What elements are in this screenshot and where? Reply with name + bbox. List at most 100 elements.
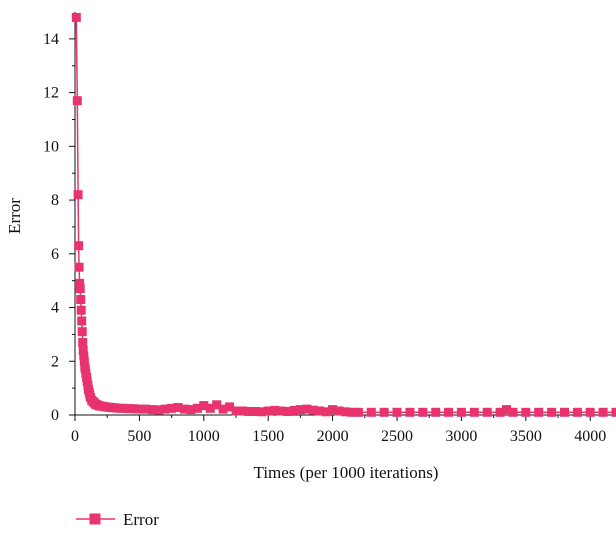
data-point: [547, 407, 557, 417]
data-point: [534, 407, 544, 417]
data-point: [263, 406, 273, 416]
data-point: [231, 406, 241, 416]
data-point: [341, 407, 350, 417]
x-tick-label: 500: [127, 428, 151, 445]
x-tick-label: 0: [71, 428, 79, 445]
x-tick-label: 3000: [445, 428, 477, 445]
data-point: [71, 12, 81, 22]
data-point: [199, 401, 209, 411]
x-tick-label: 4000: [574, 428, 606, 445]
data-point: [218, 404, 228, 414]
data-point: [79, 356, 89, 366]
series-line-0: [75, 17, 616, 414]
data-point: [482, 407, 492, 417]
y-tick-label: 14: [43, 31, 59, 48]
data-point: [379, 407, 389, 417]
data-point: [276, 406, 286, 416]
data-point: [270, 405, 280, 415]
data-point: [418, 407, 428, 417]
series-layer: [71, 12, 616, 417]
data-point: [283, 407, 292, 416]
data-point: [585, 407, 595, 417]
legend-marker: [89, 513, 101, 525]
data-point: [77, 316, 87, 326]
data-point: [124, 404, 134, 414]
data-point: [129, 404, 139, 414]
data-point: [508, 407, 518, 417]
data-point: [205, 403, 215, 413]
data-point: [469, 407, 479, 417]
data-point: [456, 407, 466, 417]
data-point: [160, 404, 170, 414]
y-tick-label: 6: [51, 246, 59, 263]
data-point: [76, 305, 86, 315]
data-point: [119, 403, 129, 413]
data-point: [560, 407, 569, 417]
data-point: [75, 278, 85, 288]
data-point: [289, 405, 299, 415]
data-point: [302, 404, 312, 414]
data-point: [74, 241, 84, 251]
data-point: [308, 405, 318, 415]
data-point: [444, 407, 453, 417]
y-tick-label: 2: [51, 353, 59, 370]
data-point: [295, 405, 305, 415]
data-point: [212, 400, 222, 410]
y-tick-label: 10: [43, 138, 59, 155]
data-point: [173, 403, 183, 412]
data-point: [495, 407, 505, 417]
data-point: [366, 407, 376, 417]
x-tick-label: 3500: [510, 428, 542, 445]
data-point: [347, 407, 357, 417]
data-point: [598, 407, 608, 417]
data-point: [328, 405, 338, 415]
data-point: [353, 407, 363, 417]
y-tick-label: 0: [51, 407, 59, 424]
data-point: [76, 295, 86, 304]
y-tick-label: 4: [51, 300, 59, 317]
data-point: [134, 404, 144, 414]
data-point: [78, 346, 88, 355]
y-axis-title: Error: [5, 198, 24, 234]
data-point: [611, 407, 616, 417]
data-point: [192, 403, 202, 413]
data-point: [141, 404, 151, 414]
data-point: [334, 406, 344, 416]
data-point: [521, 407, 531, 417]
data-point: [79, 351, 89, 361]
data-point: [321, 407, 331, 417]
data-point: [572, 407, 582, 417]
x-axis-title: Times (per 1000 iterations): [254, 463, 439, 482]
data-point: [72, 96, 82, 106]
data-point: [74, 262, 84, 272]
x-tick-label: 1500: [252, 428, 284, 445]
legend-label-error: Error: [123, 510, 159, 529]
y-tick-label: 12: [43, 85, 59, 102]
data-point: [502, 405, 511, 415]
data-point: [250, 407, 260, 416]
axes: 0 500 1000 1500 2000 2500 3000 3500 4000 0 2 4 6 8 10 1…: [43, 12, 616, 445]
data-point: [315, 406, 325, 416]
data-point: [431, 407, 441, 417]
data-point: [225, 402, 235, 412]
x-tick-label: 2000: [317, 428, 349, 445]
x-tick-label: 1000: [188, 428, 220, 445]
legend: Error: [76, 510, 159, 529]
y-tick-label: 8: [51, 192, 59, 209]
data-point: [147, 405, 157, 415]
data-point: [405, 407, 415, 417]
data-point: [392, 407, 402, 417]
data-point: [77, 327, 87, 337]
data-point: [186, 405, 196, 415]
data-point: [75, 284, 85, 294]
data-point: [73, 190, 83, 200]
data-point: [167, 403, 177, 413]
x-tick-label: 2500: [381, 428, 413, 445]
data-point: [78, 338, 88, 347]
data-point: [257, 407, 267, 417]
data-point: [238, 406, 247, 416]
data-point: [244, 407, 254, 416]
data-point: [154, 405, 164, 415]
data-point: [180, 404, 189, 414]
